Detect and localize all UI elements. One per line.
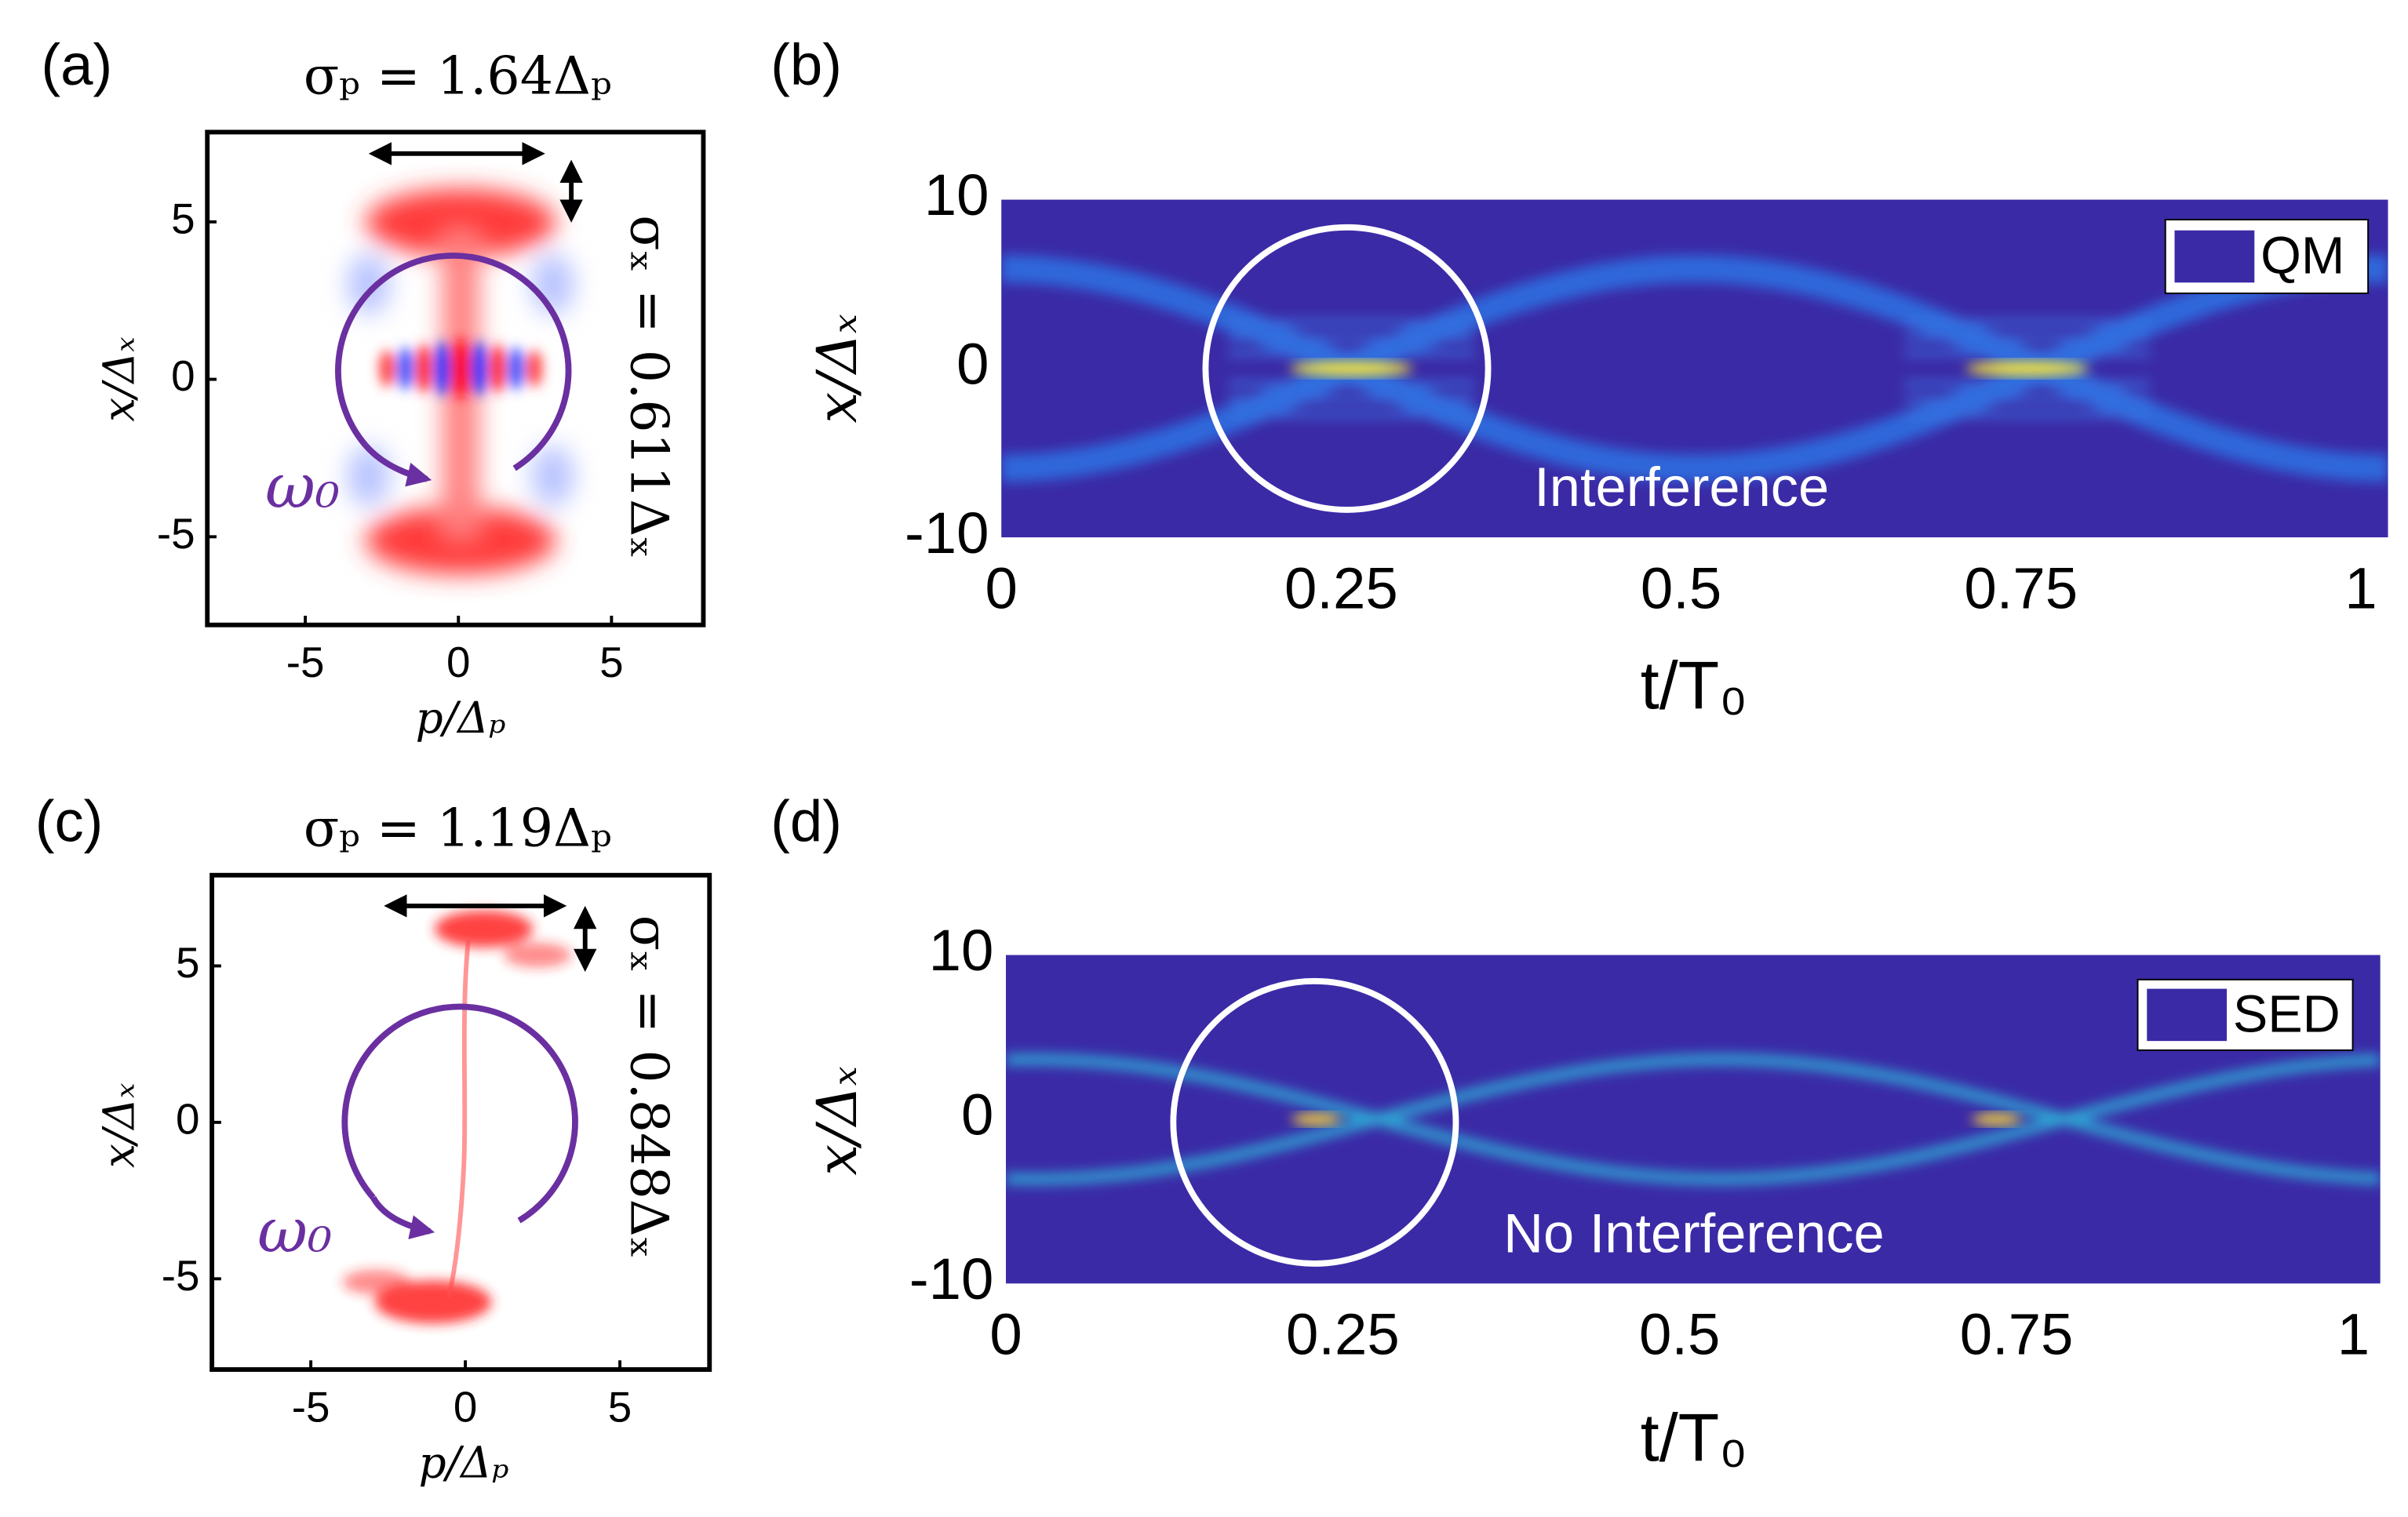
- highlight-circle: [1202, 224, 1492, 513]
- x-tick-label: -5: [286, 638, 325, 686]
- x-tick-label: 5: [599, 638, 623, 686]
- chart-title: σₚ = 1.19Δₚ: [304, 797, 612, 858]
- x-tick-label: 0.5: [1641, 555, 1721, 620]
- y-tick-label: 0: [961, 1082, 993, 1148]
- rotation-arc: [341, 1003, 578, 1224]
- y-tick-label: 0: [176, 1094, 199, 1143]
- y-tick-label: 5: [176, 938, 199, 987]
- x-tick-label: 0: [454, 1383, 477, 1432]
- sigma-x-annotation: σₓ = 0.848Δₓ: [619, 915, 680, 1259]
- density-band: [1001, 255, 2388, 482]
- x-axis-label: p/Δₚ: [419, 1437, 509, 1487]
- highlight-circle: [1170, 977, 1459, 1267]
- y-tick-label: 10: [929, 918, 994, 983]
- x-tick-label: 0: [446, 638, 470, 686]
- x-tick-label: 0.25: [1286, 1302, 1400, 1367]
- annotation: Interference: [1534, 456, 1829, 518]
- y-axis-label: x/Δₓ: [94, 1083, 144, 1168]
- y-tick-label: 0: [956, 331, 989, 396]
- x-tick-label: 1: [2344, 555, 2377, 620]
- rotation-arrow: [370, 1195, 435, 1239]
- density-band: [1006, 1053, 2381, 1185]
- y-tick-label: -10: [909, 1246, 993, 1311]
- sed-scatter-image: [212, 875, 710, 1370]
- y-axis-label: x/Δₓ: [805, 314, 869, 423]
- x-tick-label: 0.75: [1964, 555, 2078, 620]
- legend-label: SED: [2233, 985, 2341, 1043]
- y-tick-label: -5: [157, 509, 195, 558]
- x-axis-label: t/T₀: [1641, 1401, 1747, 1476]
- qm-density-image: [1001, 199, 2388, 538]
- x-axis-label: p/Δₚ: [416, 693, 506, 743]
- x-tick-label: 0.5: [1639, 1302, 1720, 1367]
- y-axis-label: x/Δₓ: [805, 1066, 869, 1175]
- panel-label: (d): [770, 789, 842, 854]
- x-tick-label: 0: [989, 1302, 1022, 1367]
- x-tick-label: 1: [2337, 1302, 2370, 1367]
- rotation-arc: [335, 253, 572, 471]
- omega-label: ω₀: [265, 451, 340, 522]
- density-band: [1006, 1053, 2381, 1185]
- y-tick-label: -5: [162, 1251, 200, 1300]
- rotation-arrow: [362, 443, 432, 487]
- panel-label: (c): [35, 789, 104, 854]
- omega-label: ω₀: [257, 1195, 332, 1267]
- legend-swatch: [2147, 988, 2228, 1042]
- wigner-image: [207, 132, 704, 625]
- y-tick-label: -10: [905, 500, 989, 566]
- panel-label: (a): [41, 32, 112, 97]
- y-tick-label: 10: [924, 162, 989, 227]
- chart-title: σₚ = 1.64Δₚ: [304, 45, 612, 106]
- x-tick-label: -5: [292, 1383, 330, 1432]
- legend-label: QM: [2260, 227, 2344, 285]
- y-axis-label: x/Δₓ: [94, 337, 144, 421]
- y-tick-label: 5: [171, 194, 195, 242]
- x-tick-label: 0.25: [1284, 555, 1398, 620]
- density-band: [1001, 255, 2388, 482]
- x-tick-label: 0: [985, 555, 1017, 620]
- x-tick-label: 5: [608, 1383, 632, 1432]
- x-tick-label: 0.75: [1960, 1302, 2074, 1367]
- annotation: No Interference: [1503, 1202, 1885, 1264]
- sigma-x-annotation: σₓ = 0.611Δₓ: [619, 215, 680, 558]
- x-axis-label: t/T₀: [1641, 649, 1747, 724]
- y-tick-label: 0: [171, 351, 195, 400]
- panel-label: (b): [770, 32, 842, 97]
- legend-swatch: [2174, 230, 2255, 283]
